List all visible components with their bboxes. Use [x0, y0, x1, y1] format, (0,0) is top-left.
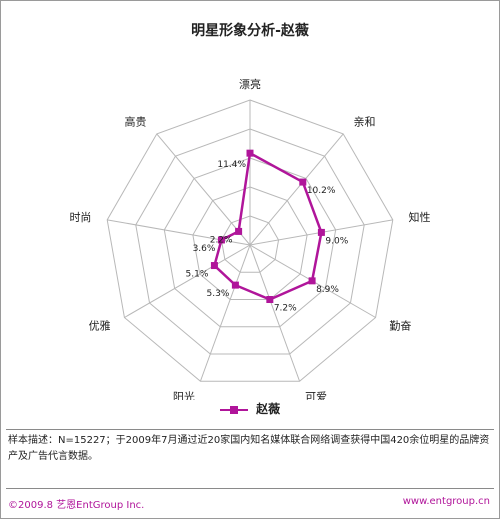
radar-grid: [106, 99, 394, 382]
grid-ring-4: [135, 128, 365, 355]
radar-series: [210, 149, 325, 304]
legend-marker: [219, 405, 248, 415]
data-point-9: [235, 227, 243, 235]
grid-ring-2: [192, 186, 308, 301]
axis-label-2: 亲和: [353, 115, 375, 129]
axis-label-5: 可爱: [305, 390, 327, 400]
data-label-1: 11.4%: [217, 160, 246, 170]
footer-copyright: ©2009.8 艺恩EntGroup Inc.: [8, 500, 145, 511]
data-point-4: [308, 277, 316, 285]
chart-title: 明星形象分析-赵薇: [191, 23, 309, 39]
grid-spoke-9: [156, 133, 251, 246]
footer-url[interactable]: www.entgroup.cn: [402, 496, 490, 507]
data-label-6: 5.3%: [207, 289, 230, 299]
axis-label-3: 知性: [409, 210, 431, 224]
grid-spoke-2: [249, 133, 344, 246]
data-label-7: 5.1%: [186, 270, 209, 280]
divider-bottom: [6, 488, 494, 489]
data-label-8: 3.6%: [193, 244, 216, 254]
data-point-7: [210, 262, 218, 270]
grid-spoke-5: [249, 244, 301, 382]
data-label-5: 7.2%: [274, 304, 297, 314]
data-label-2: 10.2%: [307, 186, 336, 196]
axis-label-1: 漂亮: [239, 77, 261, 91]
axis-label-7: 优雅: [89, 319, 111, 333]
data-label-3: 9.0%: [325, 236, 348, 246]
data-point-8: [217, 236, 225, 244]
data-point-3: [317, 228, 325, 236]
divider-top: [6, 429, 494, 430]
grid-spoke-6: [199, 244, 251, 382]
grid-spoke-8: [107, 219, 251, 246]
legend: 赵薇: [0, 400, 500, 417]
legend-label: 赵薇: [256, 402, 281, 416]
axis-label-6: 阳光: [173, 389, 195, 400]
axis-label-4: 勤奋: [389, 319, 411, 333]
data-point-1: [246, 149, 254, 157]
data-label-4: 8.9%: [316, 285, 339, 295]
grid-ring-5: [106, 99, 394, 382]
series-line: [213, 151, 323, 301]
data-point-2: [299, 178, 307, 186]
data-point-5: [266, 296, 274, 304]
axis-label-9: 高贵: [125, 115, 147, 129]
grid-spoke-7: [124, 244, 251, 318]
axis-label-8: 时尚: [69, 210, 91, 224]
data-point-6: [231, 281, 239, 289]
grid-ring-3: [163, 157, 337, 328]
radar-data-labels: 11.4% 10.2% 9.0% 8.9% 7.2% 5.3% 5.1% 3.6%2.2%: [186, 160, 349, 313]
sample-note: 样本描述：N=15227；于2009年7月通过近20家国内知名媒体联合网络调查获…: [8, 435, 490, 462]
data-label-9: 2.2%: [210, 235, 233, 245]
grid-ring-1: [220, 215, 280, 273]
